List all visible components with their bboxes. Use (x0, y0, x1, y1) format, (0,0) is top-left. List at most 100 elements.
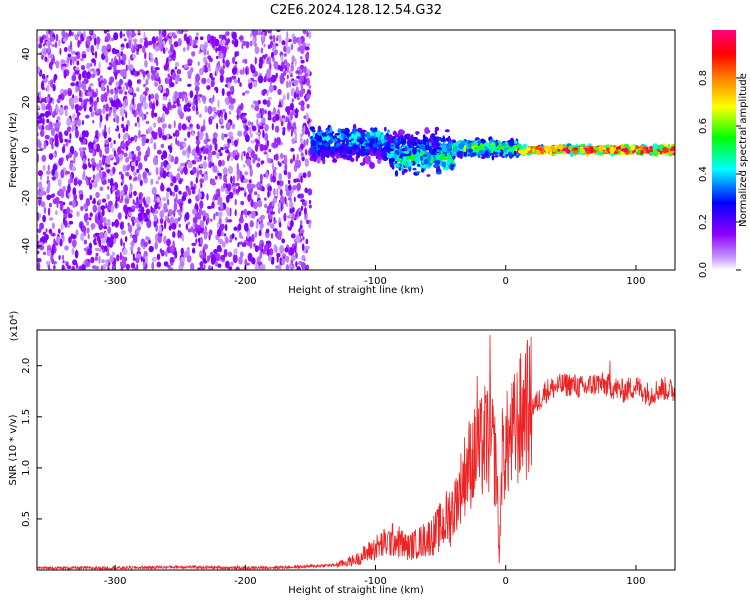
heatmap-cell (59, 48, 62, 55)
heatmap-cell (290, 233, 296, 239)
heatmap-cell (190, 262, 195, 270)
heatmap-cell (166, 191, 169, 201)
heatmap-cell (228, 191, 234, 199)
heatmap-cell (113, 112, 117, 118)
heatmap-cell (85, 114, 90, 119)
heatmap-cell (272, 116, 277, 123)
heatmap-cell (188, 115, 192, 121)
heatmap-cell (181, 150, 187, 156)
heatmap-cell (245, 41, 250, 49)
heatmap-cell (235, 149, 238, 153)
y-tick-label: 2.0 (21, 358, 32, 374)
heatmap-cell (271, 175, 277, 183)
heatmap-cell (58, 131, 63, 141)
heatmap-cell (351, 150, 356, 156)
heatmap-cell (279, 77, 285, 85)
heatmap-cell (47, 207, 51, 216)
heatmap-cell (305, 52, 310, 60)
heatmap-cell (387, 129, 390, 134)
heatmap-cell (244, 258, 248, 267)
heatmap-cell (286, 74, 289, 80)
heatmap-cell (37, 228, 42, 234)
heatmap-cell (260, 160, 265, 164)
heatmap-cell (295, 160, 301, 169)
x-tick-label: -300 (104, 276, 127, 287)
heatmap-cell (216, 55, 219, 60)
heatmap-cell (434, 126, 440, 132)
heatmap-cell (298, 207, 301, 212)
heatmap-cell (49, 61, 53, 65)
heatmap-cell (423, 139, 427, 146)
heatmap-cell (58, 228, 61, 234)
heatmap-cell (112, 106, 117, 115)
heatmap-cell (356, 152, 361, 159)
heatmap-cell (42, 231, 47, 236)
heatmap-cell (81, 83, 85, 90)
heatmap-cell (387, 142, 391, 147)
heatmap-cell (222, 58, 225, 64)
heatmap-cell (290, 43, 294, 51)
heatmap-cell (224, 97, 229, 104)
heatmap-cell (196, 81, 200, 86)
heatmap-cell (37, 262, 41, 270)
heatmap-cell (231, 182, 236, 187)
heatmap-cell (153, 112, 158, 118)
heatmap-cell (463, 144, 467, 153)
heatmap-cell (400, 152, 405, 157)
heatmap-cell (282, 94, 286, 101)
heatmap-cell (166, 198, 170, 206)
heatmap-cell (171, 222, 177, 230)
heatmap-cell (239, 251, 244, 258)
heatmap-cell (206, 255, 210, 262)
heatmap-cell (191, 131, 195, 137)
heatmap-cell (147, 72, 151, 80)
heatmap-cell (300, 199, 306, 203)
heatmap-cell (46, 249, 52, 257)
heatmap-cell (285, 39, 289, 49)
heatmap-cell (78, 97, 83, 103)
heatmap-cell (116, 49, 120, 53)
heatmap-cell (615, 149, 619, 152)
heatmap-cell (669, 148, 674, 152)
heatmap-cell (167, 264, 171, 269)
heatmap-cell (262, 187, 265, 192)
heatmap-cell (303, 139, 306, 148)
heatmap-cell (52, 164, 58, 171)
heatmap-cell (225, 31, 230, 36)
y-tick-label: 20 (21, 96, 32, 109)
heatmap-cell (232, 188, 236, 193)
heatmap-cell (224, 111, 228, 121)
heatmap-cell (197, 61, 200, 66)
heatmap-cell (66, 62, 69, 68)
heatmap-cell (64, 138, 68, 143)
heatmap-cell (40, 201, 46, 208)
heatmap-cell (136, 196, 139, 204)
heatmap-cell (254, 143, 259, 152)
heatmap-cell (91, 92, 98, 98)
heatmap-cell (162, 30, 167, 38)
heatmap-cell (45, 260, 51, 265)
heatmap-cell (290, 219, 294, 228)
heatmap-cell (267, 116, 272, 121)
heatmap-cell (131, 109, 136, 115)
heatmap-cell (256, 112, 261, 119)
heatmap-cell (73, 151, 78, 158)
heatmap-cell (111, 47, 116, 55)
heatmap-cell (293, 91, 297, 99)
heatmap-cell (225, 59, 230, 68)
heatmap-cell (67, 213, 73, 219)
heatmap-cell (286, 92, 290, 101)
heatmap-cell (111, 221, 115, 227)
heatmap-cell (265, 240, 271, 245)
heatmap-cell (430, 136, 434, 144)
heatmap-cell (194, 153, 198, 162)
heatmap-cell (287, 221, 291, 227)
heatmap-cell (58, 39, 61, 47)
heatmap-cell (101, 209, 105, 217)
heatmap-cell (177, 229, 181, 239)
heatmap-cell (48, 126, 51, 131)
heatmap-cell (117, 212, 122, 220)
heatmap-cell (233, 226, 238, 231)
heatmap-cell (262, 144, 268, 151)
heatmap-cell (39, 36, 44, 44)
